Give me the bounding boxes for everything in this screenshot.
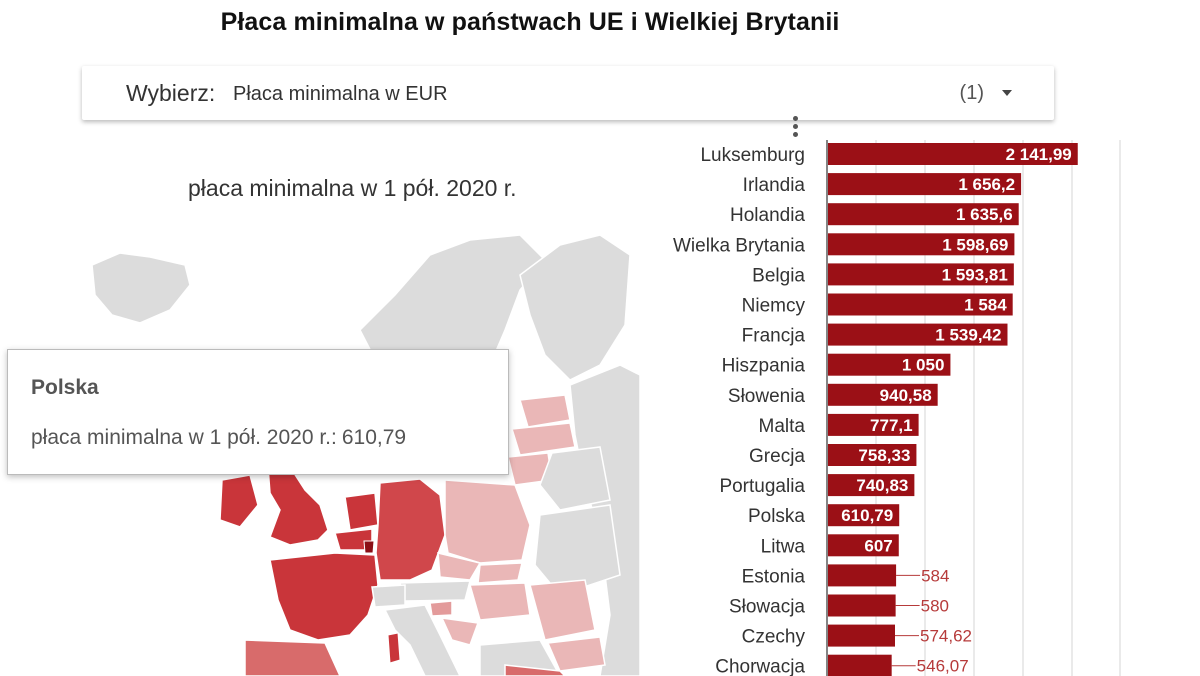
data-label: 1 656,2 xyxy=(958,175,1015,194)
data-label: 1 593,81 xyxy=(942,265,1008,284)
data-label: 1 635,6 xyxy=(956,205,1013,224)
more-options-icon[interactable] xyxy=(792,116,800,142)
map-region-greece xyxy=(504,664,567,676)
tick-label: Luksemburg xyxy=(700,145,805,166)
bar xyxy=(828,233,1015,256)
map-region-uk xyxy=(267,466,329,546)
metric-dropdown[interactable]: Wybierz: Płaca minimalna w EUR (1) xyxy=(82,66,1054,120)
data-label: 610,79 xyxy=(841,506,893,525)
bar xyxy=(828,624,895,647)
tick-label: Słowenia xyxy=(728,386,806,407)
tick-label: Portugalia xyxy=(719,476,805,497)
data-label: 758,33 xyxy=(858,446,910,465)
map-tooltip: Polska płaca minimalna w 1 pół. 2020 r.:… xyxy=(7,349,509,475)
tick-label: Francja xyxy=(742,326,806,347)
data-label: 546,07 xyxy=(917,657,969,676)
tick-label: Słowacja xyxy=(729,597,805,618)
bar xyxy=(828,534,899,557)
tooltip-metric: płaca minimalna w 1 pół. 2020 r. xyxy=(31,426,331,449)
map-region-finland xyxy=(519,235,631,381)
map-region-germany xyxy=(375,478,446,581)
data-label: 1 050 xyxy=(902,356,945,375)
data-label: 2 141,99 xyxy=(1006,145,1072,164)
map-region-bulgaria xyxy=(546,636,606,672)
map-region-corsica xyxy=(387,632,401,664)
map-region-belarus xyxy=(539,446,611,511)
bar xyxy=(828,173,1022,196)
map-region-slovenia xyxy=(429,600,453,617)
bar xyxy=(828,413,919,436)
tick-label: Holandia xyxy=(730,205,805,226)
map-region-luxembourg xyxy=(363,540,375,554)
bar xyxy=(828,654,892,676)
bar xyxy=(828,383,938,406)
map-region-spain xyxy=(244,639,341,676)
tooltip-country: Polska xyxy=(31,376,99,399)
tick-label: Wielka Brytania xyxy=(673,235,805,256)
data-label: 580 xyxy=(921,597,949,616)
data-label: 1 539,42 xyxy=(935,326,1001,345)
data-label: 584 xyxy=(921,566,949,585)
bar xyxy=(828,564,897,587)
data-label: 940,58 xyxy=(880,386,932,405)
tick-label: Grecja xyxy=(749,446,805,467)
bar xyxy=(828,504,900,527)
tooltip-value: 610,79 xyxy=(341,426,407,449)
tick-label: Belgia xyxy=(752,265,805,286)
dropdown-label: Wybierz: xyxy=(126,80,216,106)
tick-label: Czechy xyxy=(742,627,806,648)
page-title: Płaca minimalna w państwach UE i Wielkie… xyxy=(220,8,840,36)
bar xyxy=(828,143,1078,165)
map-region-italy xyxy=(383,604,461,676)
bar xyxy=(828,263,1014,286)
tick-label: Niemcy xyxy=(742,296,806,317)
bar xyxy=(828,323,1008,346)
map-region-croatia xyxy=(440,617,480,646)
map-region-slovakia xyxy=(477,562,523,584)
dropdown-selected-value: Płaca minimalna w EUR xyxy=(233,83,448,105)
bar xyxy=(828,444,917,466)
map-region-ukraine xyxy=(534,504,621,596)
map-region-balkans xyxy=(479,639,561,676)
data-label: 777,1 xyxy=(870,416,913,435)
tick-label: Polska xyxy=(748,506,805,527)
bar xyxy=(828,353,951,376)
data-label: 1 598,69 xyxy=(942,235,1008,254)
map-region-ireland xyxy=(219,474,259,528)
map-region-iceland xyxy=(91,252,191,324)
map-region-czechia xyxy=(437,552,482,581)
map-region-latvia xyxy=(511,422,576,456)
data-label: 740,83 xyxy=(856,476,908,495)
tick-label: Hiszpania xyxy=(722,356,806,377)
tick-label: Estonia xyxy=(742,566,806,587)
data-label: 1 584 xyxy=(964,296,1007,315)
map-region-poland xyxy=(444,479,531,564)
tooltip-text: płaca minimalna w 1 pół. 2020 r.: 610,79 xyxy=(31,426,407,449)
dropdown-selection-count: (1) xyxy=(959,82,984,104)
bar xyxy=(828,203,1019,226)
chevron-down-icon[interactable] xyxy=(1002,90,1012,96)
data-label: 607 xyxy=(864,536,892,555)
tick-label: Malta xyxy=(759,416,806,437)
tick-label: Irlandia xyxy=(743,175,806,196)
map-region-romania xyxy=(529,579,596,641)
map-region-france xyxy=(269,552,379,641)
map-title: płaca minimalna w 1 pół. 2020 r. xyxy=(188,175,517,201)
map-region-switzerland xyxy=(371,584,406,608)
data-label: 574,62 xyxy=(920,627,972,646)
map-region-estonia xyxy=(519,394,571,428)
bar xyxy=(828,293,1013,316)
map-region-hungary xyxy=(469,582,531,621)
tick-label: Litwa xyxy=(761,536,806,557)
bar xyxy=(828,594,896,617)
bar xyxy=(828,474,915,497)
tick-label: Chorwacja xyxy=(715,657,805,676)
